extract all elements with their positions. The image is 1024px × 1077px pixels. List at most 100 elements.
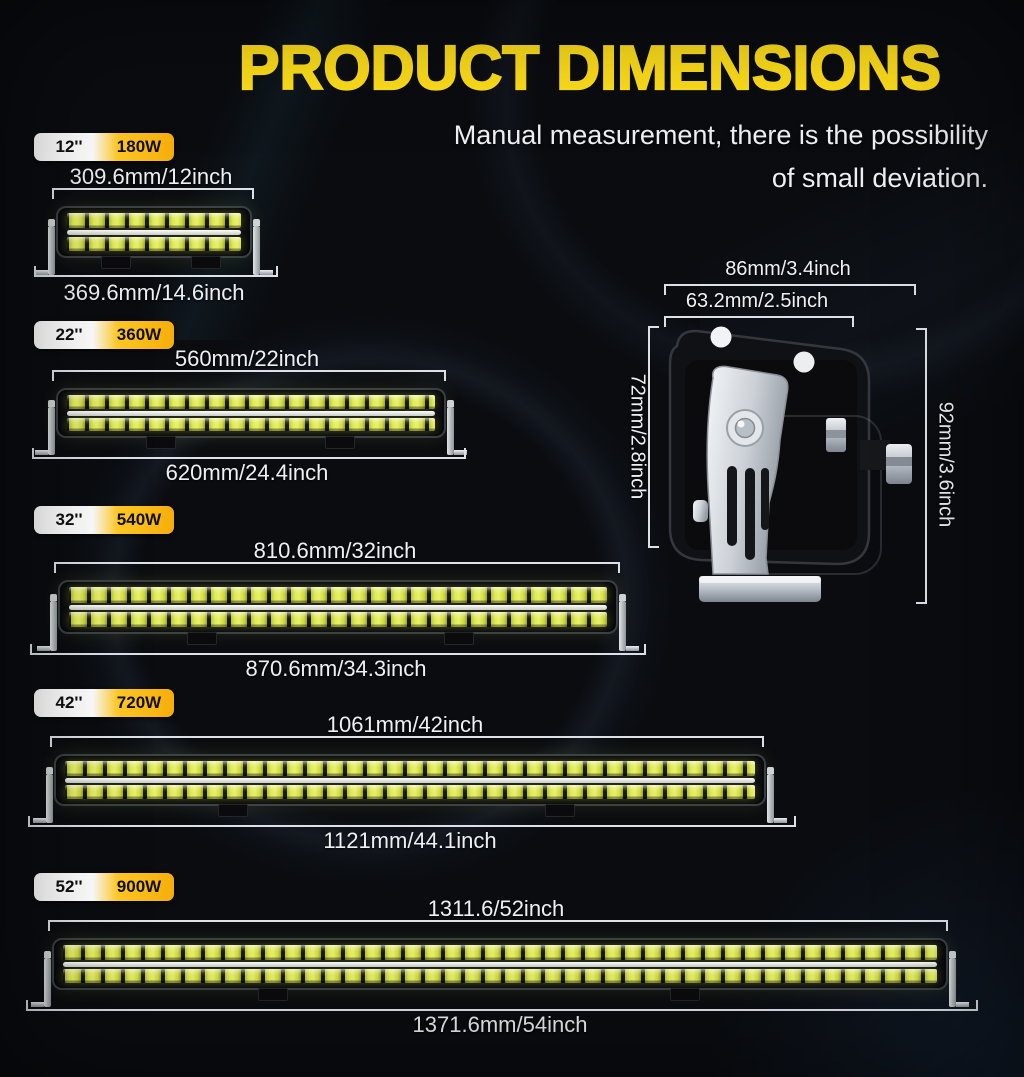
center-reflector-strip (69, 604, 607, 610)
side-view-illustration (668, 326, 912, 602)
size-watt-badge-32in: 32'' 540W (34, 506, 174, 534)
dimension-bracket (664, 316, 854, 327)
led-light-bar-42in (33, 754, 787, 824)
led-light-bar-22in (35, 388, 467, 455)
mounting-foot (217, 804, 248, 817)
mounting-foot (191, 256, 222, 269)
bottom-dimension-label: 1371.6mm/54inch (412, 1012, 588, 1037)
bottom-dimension-label: 1121mm/44.1inch (323, 828, 497, 853)
led-row (63, 945, 937, 960)
badge-size-label: 32'' (55, 510, 83, 529)
light-bar-housing (52, 938, 948, 990)
side-inner-width-label: 63.2mm/2.5inch (685, 290, 829, 312)
top-dimension-label: 1061mm/42inch (326, 712, 484, 737)
bracket-tab (693, 500, 708, 522)
center-reflector-strip (67, 410, 435, 416)
led-row (67, 213, 241, 228)
page-title: PRODUCT DIMENSIONS (238, 33, 942, 104)
led-light-bar-12in (35, 206, 273, 276)
screw-head (793, 351, 815, 373)
dimension-bracket (52, 370, 446, 381)
light-bar-housing (56, 206, 252, 258)
dimension-bracket (28, 816, 796, 827)
mounting-bracket (35, 400, 55, 455)
dimension-bracket (26, 1000, 978, 1011)
mounting-bracket (447, 400, 467, 455)
side-left-height-label: 72mm/2.8inch (626, 373, 649, 500)
center-reflector-strip (65, 777, 755, 783)
dimension-bracket (48, 920, 948, 931)
led-row (67, 417, 435, 431)
subtitle-line-1: Manual measurement, there is the possibi… (453, 120, 988, 150)
side-outer-width-label: 86mm/3.4inch (725, 258, 851, 280)
dimension-bracket (648, 326, 659, 548)
light-bar-housing (54, 754, 766, 806)
mounting-bracket (31, 950, 51, 1008)
mounting-foot (186, 632, 217, 645)
bracket-slot (761, 468, 769, 530)
led-row (69, 587, 607, 603)
mounting-foot (101, 256, 132, 269)
mounting-bracket (767, 766, 787, 824)
badge-watt-label: 720W (116, 693, 162, 712)
light-bar-housing (56, 388, 446, 438)
knob-band (826, 430, 846, 438)
badge-watt-label: 900W (116, 877, 162, 896)
size-watt-badge-12in: 12'' 180W (34, 133, 174, 161)
led-light-bar-52in (31, 938, 969, 1008)
center-reflector-strip (67, 229, 241, 235)
mounting-bracket (949, 950, 969, 1008)
side-right-height-label: 92mm/3.6inch (934, 401, 957, 528)
led-light-bar-32in (37, 580, 639, 652)
badge-size-label: 12'' (55, 137, 83, 156)
led-row (65, 761, 755, 776)
dimension-bracket (916, 328, 927, 604)
mounting-foot (145, 436, 176, 449)
led-row (65, 784, 755, 799)
mounting-bracket (619, 593, 639, 652)
mounting-bracket (35, 218, 55, 276)
size-watt-badge-42in: 42'' 720W (34, 689, 174, 717)
led-row (69, 611, 607, 627)
mounting-bracket (253, 218, 273, 276)
badge-size-label: 42'' (55, 693, 83, 712)
dimension-bracket (50, 736, 764, 747)
knob-connector (860, 440, 890, 470)
badge-size-label: 52'' (55, 877, 83, 896)
mounting-bracket (37, 593, 57, 652)
knob-band (886, 457, 912, 466)
top-dimension-label: 1311.6/52inch (427, 896, 565, 921)
dimension-bracket (30, 644, 646, 655)
mounting-foot (444, 632, 475, 645)
bottom-dimension-label: 620mm/24.4inch (165, 460, 329, 485)
bracket-slot (727, 466, 737, 546)
mounting-foot (325, 436, 356, 449)
mounting-foot (545, 804, 576, 817)
mounting-bracket (33, 766, 53, 824)
size-watt-badge-52in: 52'' 900W (34, 873, 174, 901)
dimension-bracket (54, 562, 620, 573)
dimension-bracket (664, 284, 916, 295)
light-bar-housing (58, 580, 618, 634)
badge-watt-label: 540W (116, 510, 162, 529)
dimension-bracket (52, 188, 254, 199)
top-dimension-label: 810.6mm/32inch (253, 538, 417, 563)
led-row (67, 395, 435, 409)
size-watt-badge-22in: 22'' 360W (34, 321, 174, 349)
mounting-foot (258, 988, 289, 1001)
badge-watt-label: 180W (116, 137, 162, 156)
subtitle: Manual measurement, there is the possibi… (328, 114, 988, 199)
dimension-bracket (34, 266, 278, 277)
base-plate-highlight (699, 576, 821, 583)
badge-size-label: 22'' (55, 325, 83, 344)
screw-head (710, 326, 732, 348)
top-dimension-label: 309.6mm/12inch (69, 164, 233, 189)
pivot-bolt-highlight (737, 420, 745, 428)
subtitle-line-2: of small deviation. (771, 162, 988, 193)
center-reflector-strip (63, 961, 937, 967)
top-dimension-label: 560mm/22inch (174, 346, 320, 371)
dimension-bracket (32, 448, 466, 459)
led-row (63, 968, 937, 983)
pivot-bolt-inner (734, 417, 756, 439)
